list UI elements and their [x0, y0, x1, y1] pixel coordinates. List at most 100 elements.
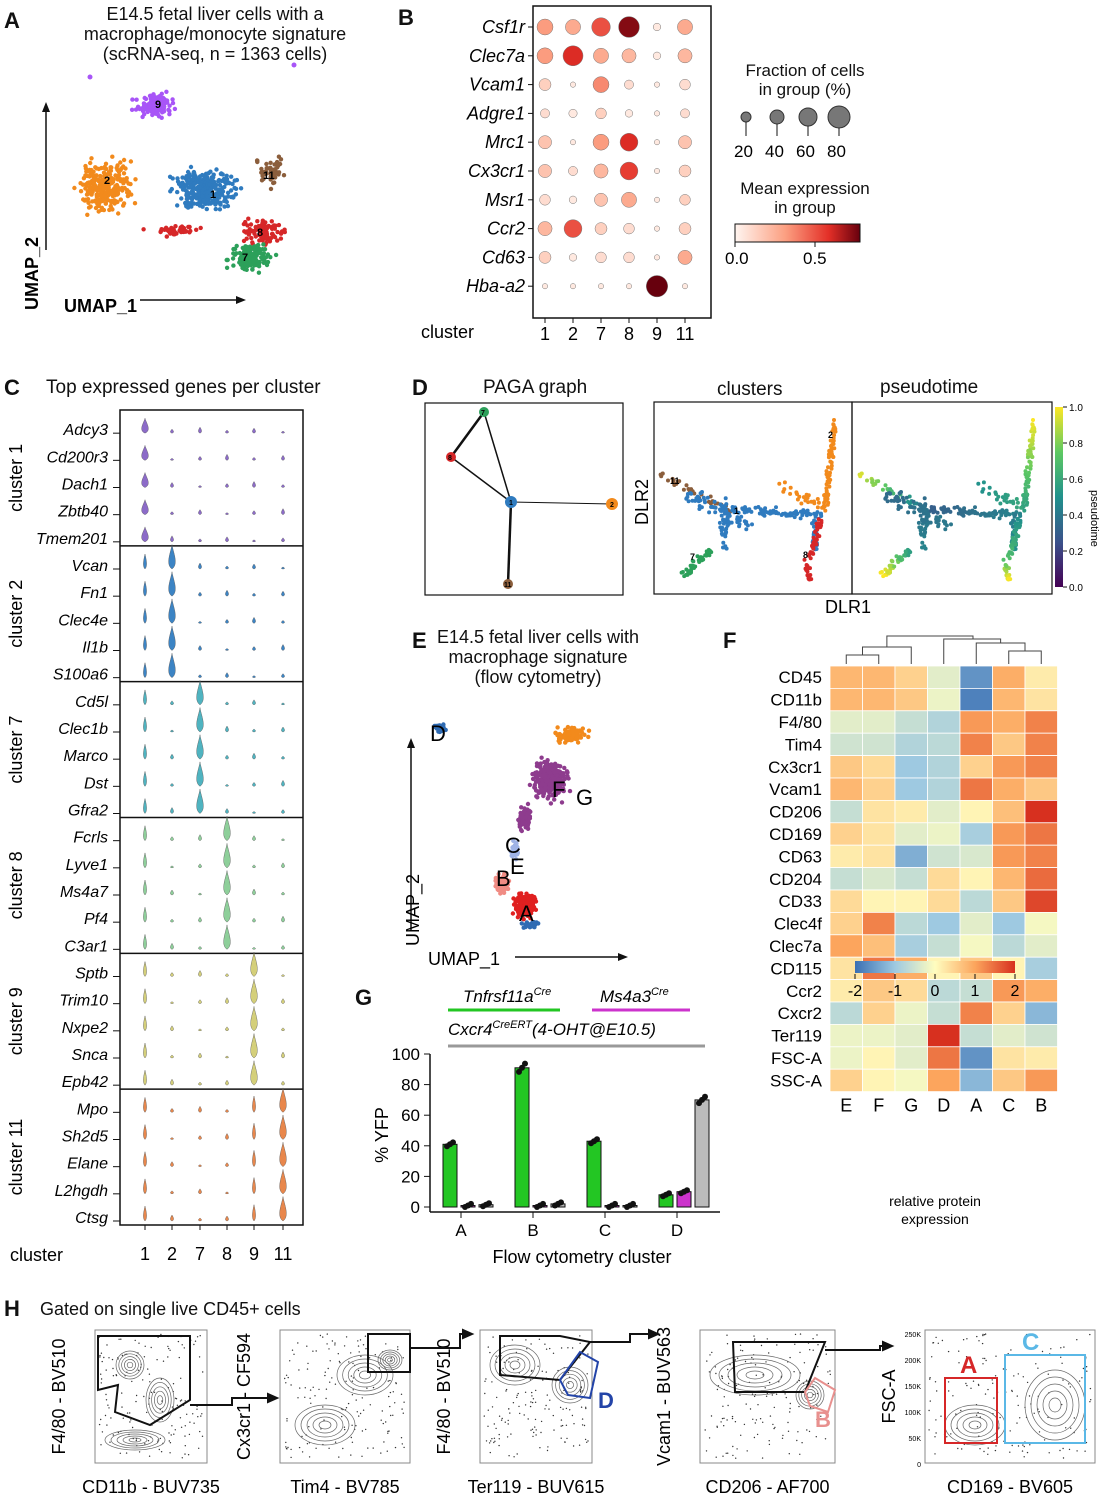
umap-e-point	[579, 730, 585, 735]
dlr-pseudotime-point	[924, 514, 929, 519]
flow-event	[561, 1424, 564, 1427]
flow-event	[759, 1418, 762, 1420]
violin-gene-vcan: Vcan	[72, 558, 109, 575]
flow-event	[144, 1443, 146, 1445]
dlr-cluster-point	[788, 491, 793, 496]
flow-event	[992, 1382, 994, 1384]
flow-event	[306, 1443, 309, 1445]
umap-a-point	[157, 94, 162, 99]
flow-plot-frame-4	[699, 1329, 836, 1464]
flow-event	[787, 1421, 789, 1424]
violin-shape	[143, 1178, 147, 1195]
flow-event	[531, 1391, 533, 1394]
dlr-cluster-point	[721, 540, 726, 545]
flow-event	[383, 1441, 385, 1443]
violin-gene-zbtb40: Zbtb40	[57, 504, 108, 521]
flow-event	[583, 1424, 586, 1427]
violin-shape	[170, 511, 174, 515]
color-legend-label-0: 0.0	[725, 249, 749, 268]
umap-a-point	[103, 161, 109, 166]
umap-e-point	[536, 778, 541, 783]
dendrogram-branch	[975, 642, 1026, 664]
heatmap-cell	[927, 799, 961, 824]
violin-shape	[225, 619, 229, 624]
heatmap-cell	[829, 688, 863, 712]
dotplot-dot	[538, 135, 552, 150]
flow-event	[201, 1413, 203, 1415]
heatmap-cell	[862, 822, 896, 846]
dlr-cluster-point	[805, 564, 810, 568]
violin-shape	[225, 512, 229, 515]
flow-event	[1050, 1348, 1052, 1350]
legend-cxcr4: Cxcr4CreERT(4-OHT@E10.5)	[448, 1019, 656, 1039]
flow-event	[1059, 1449, 1061, 1452]
heatmap-cell	[862, 1023, 896, 1048]
flow-event	[394, 1446, 397, 1449]
flow-event	[301, 1451, 304, 1453]
dlr-pseudotime-point	[1027, 448, 1032, 453]
flow-event	[362, 1409, 365, 1411]
umap-a-point	[107, 172, 113, 177]
flow-event	[987, 1453, 989, 1455]
dlr-pseudotime-point	[984, 513, 989, 518]
flow-event	[121, 1392, 123, 1394]
flow-event	[101, 1431, 104, 1433]
violin-shape	[198, 538, 202, 543]
umap-e-point	[529, 894, 534, 899]
bar-point	[486, 1200, 492, 1207]
flow-event	[334, 1441, 337, 1443]
violin-shape	[170, 729, 174, 733]
panel-a-title-line-2: macrophage/monocyte signature	[83, 23, 347, 44]
umap-e-point	[574, 730, 579, 735]
flow-event	[368, 1357, 371, 1359]
umap-e-x-arrowhead	[618, 953, 628, 961]
flow-event	[722, 1405, 724, 1407]
flow-event	[715, 1372, 717, 1375]
paga-edge-1-2	[510, 501, 613, 505]
dlr-pseudotime-point	[1014, 521, 1019, 526]
umap-e-point	[514, 850, 519, 856]
umap-a-point	[90, 199, 95, 204]
dotplot-dot	[565, 19, 581, 35]
umap-e-point	[560, 772, 565, 777]
dlr-pseudotime-point	[1022, 508, 1027, 513]
dlr-pseudotime-point	[906, 510, 911, 515]
flow-event	[571, 1347, 574, 1349]
dotplot-dot	[536, 18, 554, 36]
flow-event	[787, 1430, 790, 1432]
umap-e-point	[552, 770, 557, 775]
dotplot-cluster-7: 7	[596, 324, 606, 344]
umap-a-point	[171, 230, 176, 235]
flow-event	[361, 1430, 364, 1432]
violin-shape	[198, 946, 202, 950]
umap-a-point	[261, 251, 267, 256]
dlr-pseudotime-point	[883, 483, 888, 488]
flow-event	[1073, 1417, 1076, 1419]
flow-event	[552, 1414, 554, 1417]
flow-contour	[1042, 1390, 1068, 1420]
dlr-pseudotime-point	[960, 512, 965, 517]
dotplot-dot	[621, 191, 637, 208]
flow-x-label-3: Ter119 - BUV615	[468, 1477, 605, 1497]
violin-x-label-1: 1	[140, 1244, 150, 1264]
heatmap-cell	[829, 844, 863, 868]
panel-f-label: F	[723, 628, 737, 653]
umap-a-point	[224, 199, 229, 205]
flow-event	[725, 1452, 727, 1454]
dotplot-gene-cx3cr1: Cx3cr1	[468, 161, 525, 181]
heatmap-cell	[894, 934, 928, 958]
flow-event	[1022, 1376, 1024, 1378]
violin-shape	[143, 1206, 147, 1222]
flow-event	[934, 1381, 937, 1383]
flow-event	[726, 1334, 728, 1336]
violin-shape	[252, 1123, 256, 1140]
flow-event	[751, 1393, 754, 1395]
flow-event	[531, 1428, 534, 1430]
dotplot-gene-labels: Csf1rClec7aVcam1Adgre1Mrc1Cx3cr1Msr1Ccr2…	[466, 17, 533, 296]
heatmap-colorbar-ticks: -2 -1 0 1 2	[848, 974, 1020, 1000]
flow-event	[541, 1370, 543, 1372]
dlr-cluster-point	[722, 545, 727, 550]
flow-event	[319, 1334, 322, 1337]
flow-event	[735, 1384, 738, 1387]
